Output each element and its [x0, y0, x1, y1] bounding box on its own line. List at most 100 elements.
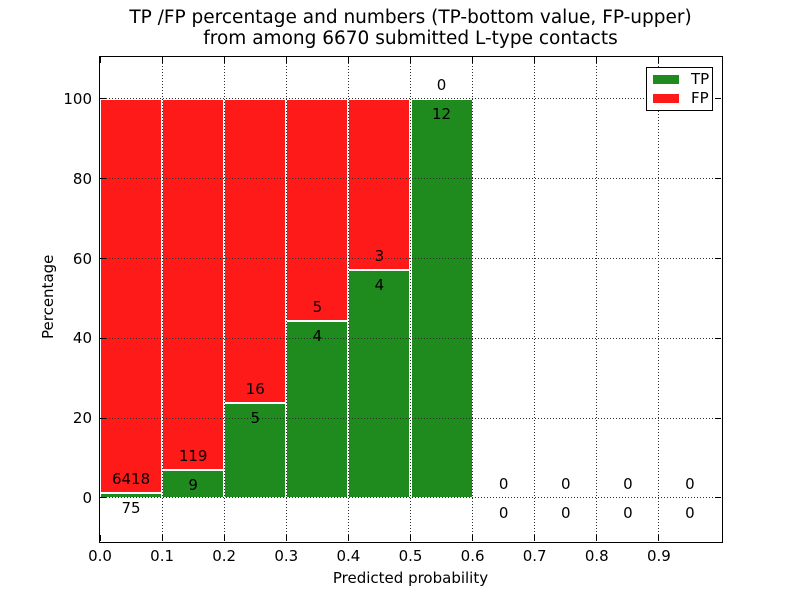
bar-segment-fp	[100, 98, 163, 494]
x-tick-label: 0.6	[460, 547, 485, 565]
legend-label-tp: TP	[691, 70, 710, 88]
x-tick-mark-bottom	[347, 535, 349, 541]
count-label-fp: 3	[374, 246, 385, 265]
x-tick-mark-top	[410, 57, 411, 63]
count-label-fp: 0	[560, 474, 571, 493]
y-tick-mark-left	[100, 417, 106, 419]
count-label-fp: 6418	[111, 470, 151, 489]
x-tick-mark-top	[347, 57, 349, 63]
x-tick-label: 0.5	[398, 547, 423, 565]
bar-segment-tp	[162, 469, 225, 498]
y-tick-mark-right	[715, 337, 721, 339]
y-tick-mark-left	[100, 178, 106, 180]
grid-layer	[100, 57, 721, 541]
x-tick-label: 0.7	[522, 547, 547, 565]
count-label-fp: 0	[436, 75, 447, 94]
x-tick-mark-bottom	[99, 535, 101, 541]
bar-segment-tp	[224, 402, 287, 498]
x-tick-mark-bottom	[472, 535, 474, 541]
y-tick-mark-left	[100, 337, 106, 339]
legend-item-tp: TP	[647, 70, 712, 89]
y-axis-label: Percentage	[39, 254, 57, 339]
y-tick-label: 40	[72, 329, 92, 348]
x-tick-mark-bottom	[658, 535, 660, 541]
bar-segment-fp	[224, 98, 287, 403]
count-label-tp: 0	[560, 503, 571, 522]
x-tick-label: 0.9	[646, 547, 671, 565]
x-tick-mark-top	[472, 57, 474, 63]
x-tick-mark-bottom	[410, 535, 411, 541]
y-tick-mark-right	[715, 497, 721, 499]
y-tick-mark-left	[100, 258, 106, 259]
x-tick-mark-bottom	[285, 535, 287, 541]
chart-title-line1: TP /FP percentage and numbers (TP-bottom…	[129, 7, 692, 28]
annotations-layer: 6418 75 119 9 16 5 5 4 3 4 0 12 0 0 0 0 0 0 0 0	[100, 57, 721, 541]
x-tick-mark-bottom	[223, 535, 225, 541]
bars-layer	[100, 57, 721, 541]
count-label-tp: 9	[188, 475, 198, 494]
bar-segment-fp	[348, 98, 411, 270]
legend-swatch-tp-icon	[653, 75, 679, 84]
grid-line-vertical	[658, 57, 660, 541]
grid-line-vertical	[161, 57, 163, 541]
x-tick-mark-bottom	[161, 535, 163, 541]
count-label-tp: 0	[498, 503, 509, 522]
legend-item-fp: FP	[647, 89, 712, 108]
y-tick-label: 0	[82, 488, 92, 507]
x-tick-mark-top	[658, 57, 660, 63]
grid-line-vertical	[596, 57, 598, 541]
y-tick-label: 60	[72, 249, 92, 268]
count-label-fp: 0	[685, 474, 695, 493]
plot-area: 6418 75 119 9 16 5 5 4 3 4 0 12 0 0 0 0 0 0 0 0 TP FP	[98, 55, 723, 543]
legend-swatch-fp-icon	[653, 94, 679, 103]
x-tick-mark-top	[285, 57, 287, 63]
grid-line-vertical	[472, 57, 474, 541]
bar-segment-fp	[162, 98, 225, 470]
count-label-fp: 0	[498, 474, 509, 493]
bar-segment-fp	[286, 98, 349, 321]
legend: TP FP	[646, 67, 713, 111]
y-tick-label: 20	[72, 409, 92, 428]
chart-title-line2: from among 6670 submitted L-type contact…	[203, 28, 618, 49]
count-label-tp: 4	[312, 326, 323, 345]
count-label-fp: 119	[178, 446, 208, 465]
count-label-fp: 0	[623, 474, 633, 493]
x-tick-mark-top	[161, 57, 163, 63]
count-label-tp: 4	[374, 275, 385, 294]
bar-segment-tp	[348, 269, 411, 498]
x-tick-mark-bottom	[596, 535, 598, 541]
bar-segment-tp	[286, 320, 349, 498]
y-tick-label: 100	[63, 89, 92, 108]
grid-line-vertical	[285, 57, 287, 541]
count-label-tp: 12	[432, 104, 452, 123]
x-tick-label: 0.2	[212, 547, 237, 565]
count-label-tp: 75	[121, 499, 141, 518]
x-tick-mark-top	[596, 57, 598, 63]
x-tick-label: 0.1	[150, 547, 175, 565]
y-tick-mark-left	[100, 98, 106, 100]
x-tick-label: 0.8	[584, 547, 609, 565]
y-tick-mark-right	[715, 178, 721, 180]
y-tick-mark-left	[100, 497, 106, 499]
ticks-layer	[99, 57, 721, 541]
grid-line-vertical	[347, 57, 349, 541]
x-axis-label: Predicted probability	[332, 569, 489, 587]
y-tick-mark-right	[715, 258, 721, 259]
count-label-tp: 0	[623, 503, 633, 522]
grid-line-vertical	[410, 57, 411, 541]
x-tick-label: 0.4	[336, 547, 361, 565]
bar-segment-tp	[410, 98, 473, 498]
count-label-fp: 16	[245, 379, 265, 398]
x-tick-mark-bottom	[534, 535, 536, 541]
count-label-tp: 5	[250, 408, 261, 427]
y-tick-mark-right	[715, 417, 721, 419]
count-label-tp: 0	[685, 503, 695, 522]
legend-label-fp: FP	[691, 89, 709, 107]
grid-line-vertical	[223, 57, 225, 541]
y-tick-label: 80	[72, 169, 92, 188]
x-tick-label: 0.0	[88, 547, 112, 565]
grid-line-vertical	[534, 57, 536, 541]
y-tick-mark-right	[715, 98, 721, 100]
x-tick-mark-top	[534, 57, 536, 63]
